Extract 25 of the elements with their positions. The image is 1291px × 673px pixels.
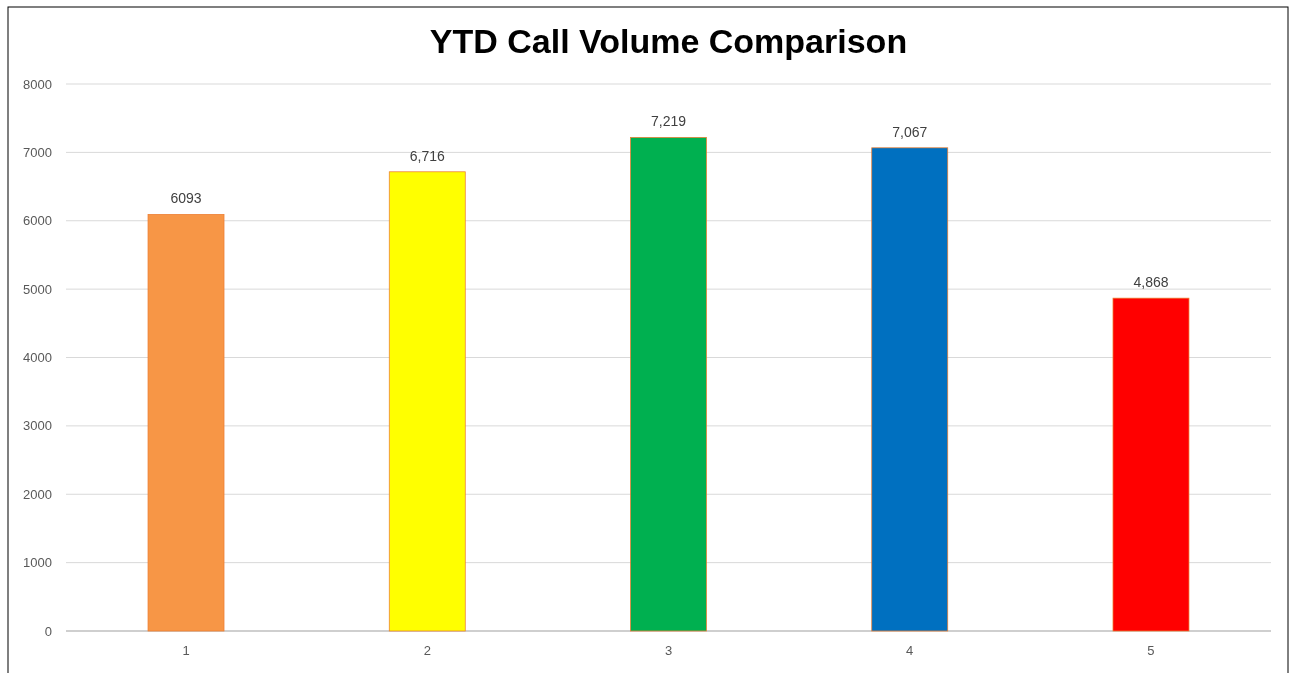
bar (630, 137, 707, 632)
x-tick-label: 4 (906, 643, 914, 658)
data-label: 4,868 (1133, 274, 1169, 291)
bar (388, 171, 466, 632)
y-tick-label: 0 (44, 623, 52, 639)
data-label: 7,067 (892, 123, 928, 140)
y-tick-label: 6000 (23, 213, 52, 229)
x-tick-label: 1 (182, 643, 190, 658)
data-label: 6,716 (409, 147, 445, 164)
y-tick-label: 4000 (23, 350, 52, 366)
y-tick-label: 1000 (23, 555, 52, 571)
y-tick-label: 2000 (23, 486, 52, 502)
bar (871, 147, 949, 632)
data-label: 6093 (170, 190, 202, 207)
x-tick-label: 5 (1147, 643, 1155, 658)
chart-title: YTD Call Volume Comparison (429, 22, 908, 60)
data-label: 7,219 (650, 113, 687, 130)
bar (1112, 297, 1190, 632)
y-tick-label: 7000 (23, 144, 52, 160)
y-tick-label: 5000 (23, 281, 52, 297)
bar (147, 214, 225, 632)
x-tick-label: 3 (664, 643, 673, 658)
x-tick-label: 2 (423, 643, 431, 658)
y-tick-label: 8000 (23, 76, 52, 92)
y-tick-label: 3000 (23, 418, 52, 434)
